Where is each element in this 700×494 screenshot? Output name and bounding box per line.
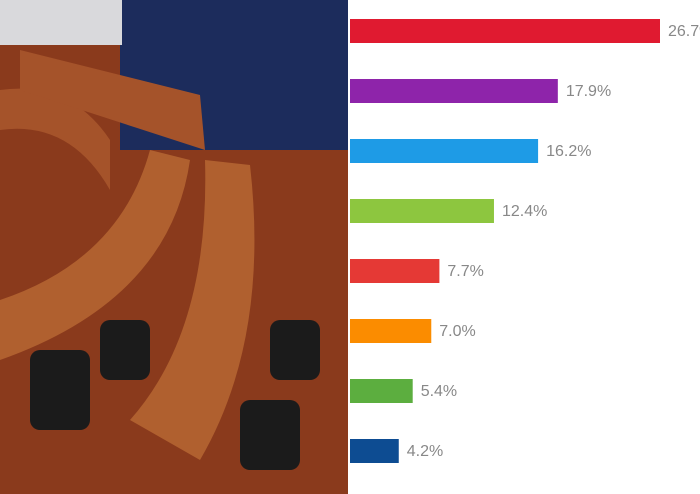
photo-desk [130, 160, 255, 460]
photo-desk [0, 88, 110, 190]
bar [350, 439, 399, 463]
bar [350, 259, 440, 283]
bar [350, 139, 539, 163]
value-label: 16.2% [546, 143, 591, 160]
value-label: 12.4% [502, 203, 547, 220]
bar [350, 199, 494, 223]
photo-desk [0, 150, 190, 360]
photo-desk [20, 50, 205, 150]
value-label: 4.2% [407, 443, 443, 460]
value-label: 26.7% [668, 23, 700, 40]
photo-chair [270, 320, 320, 380]
bar [350, 19, 660, 43]
value-label: 17.9% [566, 83, 611, 100]
bar [350, 319, 432, 343]
photo-chair [30, 350, 90, 430]
bar [350, 379, 413, 403]
photo-chair [100, 320, 150, 380]
bar [350, 79, 558, 103]
value-label: 7.7% [447, 263, 483, 280]
value-label: 7.0% [439, 323, 475, 340]
value-label: 5.4% [421, 383, 457, 400]
photo-chair [240, 400, 300, 470]
photo [0, 0, 348, 494]
photo-back-wall [0, 0, 122, 45]
